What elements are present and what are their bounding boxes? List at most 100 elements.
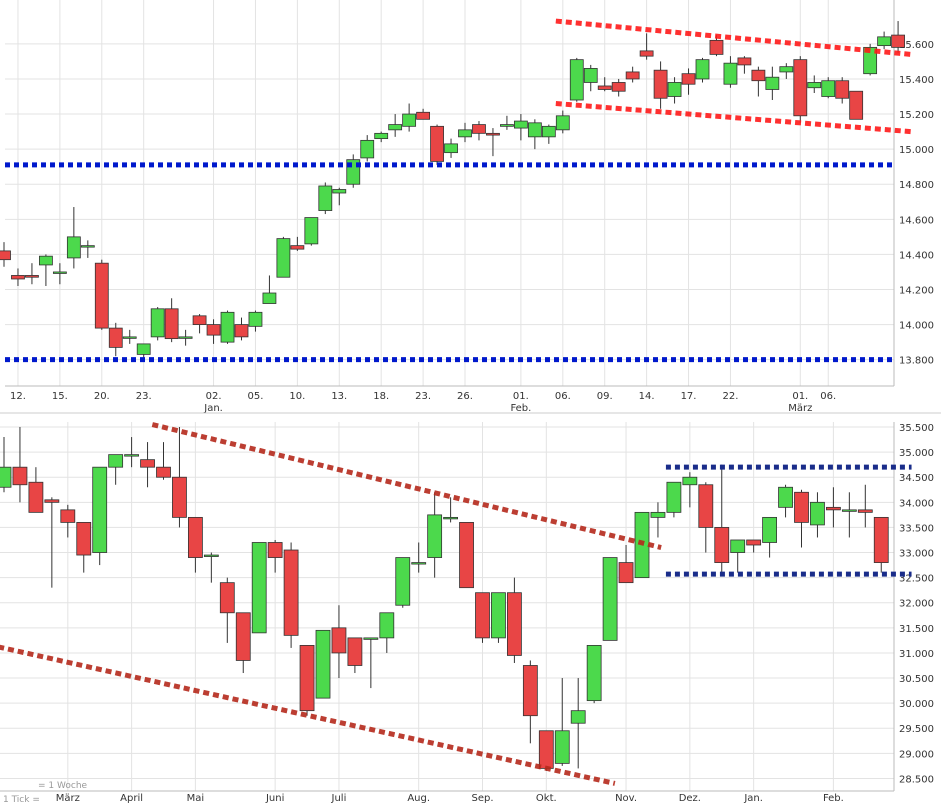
daily-candle-down (108, 327, 123, 348)
weekly-x-tick-label: März (56, 793, 80, 804)
daily-candle-up (877, 36, 892, 47)
daily-candle-up (821, 80, 836, 97)
weekly-candle-down (698, 484, 714, 528)
daily-x-tick-label: 20. (94, 391, 110, 402)
daily-candle-up (513, 120, 528, 129)
daily-x-tick-label: 05. (248, 391, 264, 402)
daily-x-tick-label: 18. (373, 391, 389, 402)
daily-y-tick-label: 14.600 (899, 215, 934, 226)
weekly-candle-down (331, 627, 347, 654)
daily-x-tick-label: 22. (722, 391, 738, 402)
weekly-candle-down (140, 459, 155, 468)
daily-candle-up (541, 125, 556, 138)
daily-candle-up (667, 82, 682, 97)
weekly-x-tick-label: Dez. (679, 793, 701, 804)
weekly-candle-down (522, 665, 538, 717)
daily-candle-down (416, 111, 431, 120)
weekly-candle-up (554, 730, 570, 764)
daily-chart-panel: 13.80014.00014.20014.40014.60014.80015.0… (0, 0, 934, 414)
weekly-x-tick-label: Okt. (536, 793, 557, 804)
daily-candle-up (695, 59, 710, 80)
weekly-x-tick-label: Sep. (471, 793, 493, 804)
daily-y-tick-label: 15.200 (899, 110, 934, 121)
daily-x-tick-label: 13. (331, 391, 347, 402)
weekly-y-tick-label: 32.000 (899, 599, 934, 610)
daily-x-tick-label: 14. (639, 391, 655, 402)
weekly-y-tick-label: 35.500 (899, 423, 934, 434)
weekly-y-tick-label: 33.500 (899, 523, 934, 534)
daily-candle-down (681, 73, 696, 85)
daily-candle-up (458, 129, 472, 138)
weekly-candle-down (459, 522, 474, 589)
daily-candle-up (555, 115, 570, 131)
daily-y-tick-label: 14.200 (899, 286, 934, 297)
weekly-candle-down (538, 730, 554, 769)
daily-x-tick-label: 06. (820, 391, 836, 402)
weekly-candle-down (156, 466, 171, 478)
weekly-candle-down (714, 527, 730, 563)
weekly-candle-up (379, 612, 395, 639)
daily-x-tick-label: 06. (555, 391, 571, 402)
weekly-candle-down (28, 481, 44, 513)
weekly-y-tick-label: 30.500 (899, 674, 934, 685)
weekly-candle-up (730, 539, 746, 553)
weekly-y-tick-label: 32.500 (899, 574, 934, 585)
weekly-candle-up (778, 486, 793, 508)
daily-candle-down (709, 39, 724, 55)
daily-candle-down (472, 124, 486, 134)
weekly-candle-down (267, 542, 283, 558)
daily-candle-down (192, 315, 207, 325)
weekly-chart-panel: 28.500 29.000 29.500 30.000 30.500 31.000 31.5… (0, 422, 934, 804)
weekly-candle-up (841, 509, 857, 512)
weekly-y-tick-label: 34.500 (899, 473, 934, 484)
daily-y-tick-label: 13.800 (899, 356, 934, 367)
weekly-candle-down (794, 491, 809, 523)
daily-candle-up (304, 217, 319, 245)
weekly-channel-line (0, 644, 616, 786)
weekly-candle-down (60, 509, 76, 523)
weekly-candle-up (315, 629, 331, 699)
daily-candle-up (779, 66, 794, 73)
daily-candle-down (290, 245, 305, 250)
daily-candle-up (402, 113, 417, 127)
daily-candle-down (835, 80, 850, 99)
daily-x-tick-label: 23. (415, 391, 431, 402)
daily-candle-up (583, 68, 598, 83)
weekly-candle-down (506, 592, 522, 656)
daily-candle-up (388, 124, 403, 131)
weekly-candle-up (395, 557, 411, 606)
daily-candle-up (527, 122, 542, 138)
daily-candle-down (430, 125, 444, 162)
weekly-candle-up (762, 516, 777, 543)
weekly-channel-line (151, 422, 662, 550)
weekly-candle-up (363, 637, 379, 640)
daily-y-tick-label: 14.800 (899, 180, 934, 191)
daily-candle-up (178, 336, 193, 339)
weekly-y-tick-label: 35.000 (899, 448, 934, 459)
daily-x-tick-label: 12. (10, 391, 26, 402)
weekly-candle-up (810, 501, 825, 526)
weekly-candle-down (857, 509, 873, 513)
weekly-x-tick-label: Juni (265, 793, 284, 804)
daily-candle-down (164, 308, 179, 340)
weekly-x-tick-label: Nov. (615, 793, 637, 804)
daily-candle-up (332, 189, 347, 194)
weekly-candle-up (0, 466, 12, 488)
daily-x-tick-label: 15. (52, 391, 68, 402)
daily-x-tick-label: 02. (206, 391, 222, 402)
weekly-y-tick-label: 28.500 (899, 774, 934, 785)
daily-candle-up (569, 59, 584, 101)
daily-candle-down (206, 324, 221, 336)
weekly-candle-down (187, 516, 203, 558)
daily-candle-up (276, 238, 291, 278)
weekly-x-tick-label: Mai (187, 793, 205, 804)
weekly-candle-up (650, 511, 666, 518)
daily-x-tick-label: 01. (513, 391, 529, 402)
daily-candle-up (52, 271, 67, 274)
daily-candle-down (625, 71, 640, 80)
weekly-candle-down (12, 466, 28, 486)
weekly-candle-down (475, 592, 490, 639)
weekly-candle-up (602, 557, 618, 641)
daily-x-tick-label: 26. (457, 391, 473, 402)
